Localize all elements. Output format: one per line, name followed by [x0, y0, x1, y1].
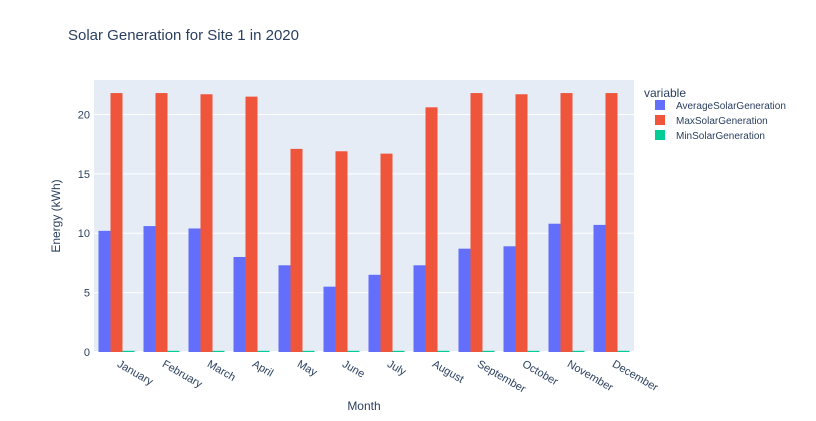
bar-MaxSolarGeneration-May[interactable]: [290, 148, 303, 352]
x-axis-title: Month: [347, 399, 380, 413]
gridlines: [94, 113, 634, 353]
x-tick-label: November: [565, 358, 615, 394]
bar-MaxSolarGeneration-March[interactable]: [200, 94, 213, 353]
bar-MaxSolarGeneration-January[interactable]: [110, 93, 123, 353]
bar-MinSolarGeneration-March[interactable]: [212, 350, 225, 352]
bar-MaxSolarGeneration-November[interactable]: [560, 93, 573, 353]
legend-swatch: [655, 100, 665, 110]
bar-AverageSolarGeneration-June[interactable]: [323, 286, 336, 352]
bar-MinSolarGeneration-December[interactable]: [617, 350, 630, 352]
bar-AverageSolarGeneration-April[interactable]: [233, 256, 246, 352]
legend-item-label[interactable]: MaxSolarGeneration: [676, 116, 768, 127]
bar-AverageSolarGeneration-March[interactable]: [188, 228, 201, 352]
bar-MaxSolarGeneration-October[interactable]: [515, 94, 528, 353]
x-tick-label: June: [340, 358, 367, 380]
bar-AverageSolarGeneration-September[interactable]: [458, 248, 471, 352]
bar-MinSolarGeneration-April[interactable]: [257, 350, 270, 352]
x-tick-label: January: [115, 358, 155, 388]
y-tick-label: 15: [78, 169, 90, 181]
bar-MaxSolarGeneration-December[interactable]: [605, 93, 618, 353]
plot-area: [94, 80, 634, 352]
x-tick-label: December: [610, 358, 660, 394]
bar-MaxSolarGeneration-August[interactable]: [425, 107, 438, 352]
bar-AverageSolarGeneration-January[interactable]: [98, 230, 111, 352]
legend-item-label[interactable]: MinSolarGeneration: [676, 131, 765, 142]
y-tick-label: 5: [84, 288, 90, 300]
legend[interactable]: variable AverageSolarGeneration MaxSolarG…: [644, 86, 786, 142]
x-tick-label: March: [205, 358, 237, 384]
bar-AverageSolarGeneration-May[interactable]: [278, 265, 291, 352]
bar-AverageSolarGeneration-July[interactable]: [368, 274, 381, 352]
x-tick-label: April: [250, 358, 275, 379]
legend-swatch: [655, 115, 665, 125]
y-tick-label: 10: [78, 228, 90, 240]
bar-MinSolarGeneration-September[interactable]: [482, 350, 495, 352]
bar-MaxSolarGeneration-June[interactable]: [335, 151, 348, 352]
bars: [98, 93, 630, 353]
bar-MinSolarGeneration-August[interactable]: [437, 350, 450, 352]
bar-AverageSolarGeneration-August[interactable]: [413, 265, 426, 352]
y-tick-label: 20: [78, 109, 90, 121]
bar-MinSolarGeneration-July[interactable]: [392, 350, 405, 352]
bar-AverageSolarGeneration-February[interactable]: [143, 226, 156, 352]
x-tick-label: July: [385, 358, 408, 378]
bar-AverageSolarGeneration-November[interactable]: [548, 223, 561, 352]
y-axis-title: Energy (kWh): [49, 179, 63, 252]
legend-title: variable: [644, 86, 686, 100]
y-tick-label: 0: [84, 347, 90, 359]
bar-AverageSolarGeneration-October[interactable]: [503, 246, 516, 352]
x-tick-labels: January February March April May June July Augu…: [115, 358, 660, 395]
bar-MaxSolarGeneration-February[interactable]: [155, 93, 168, 353]
bar-MaxSolarGeneration-April[interactable]: [245, 96, 258, 353]
bar-MinSolarGeneration-October[interactable]: [527, 350, 540, 352]
bar-MinSolarGeneration-June[interactable]: [347, 350, 360, 352]
bar-MaxSolarGeneration-September[interactable]: [470, 93, 483, 353]
x-tick-label: February: [160, 358, 205, 391]
legend-item-label[interactable]: AverageSolarGeneration: [676, 101, 786, 112]
x-tick-label: May: [295, 358, 319, 379]
bar-AverageSolarGeneration-December[interactable]: [593, 224, 606, 352]
bar-MaxSolarGeneration-July[interactable]: [380, 153, 393, 352]
y-tick-labels: 0 5 10 15 20: [78, 109, 90, 359]
x-tick-label: September: [475, 358, 528, 395]
legend-swatch: [655, 130, 665, 140]
x-tick-label: August: [430, 358, 466, 386]
bar-MinSolarGeneration-February[interactable]: [167, 350, 180, 352]
chart-title: Solar Generation for Site 1 in 2020: [68, 27, 299, 44]
bar-MinSolarGeneration-May[interactable]: [302, 350, 315, 352]
bar-MinSolarGeneration-January[interactable]: [122, 350, 135, 352]
bar-MinSolarGeneration-November[interactable]: [572, 350, 585, 352]
